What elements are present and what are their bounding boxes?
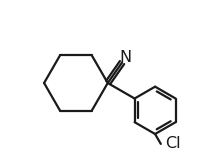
Text: Cl: Cl bbox=[165, 136, 180, 151]
Text: N: N bbox=[120, 50, 132, 65]
